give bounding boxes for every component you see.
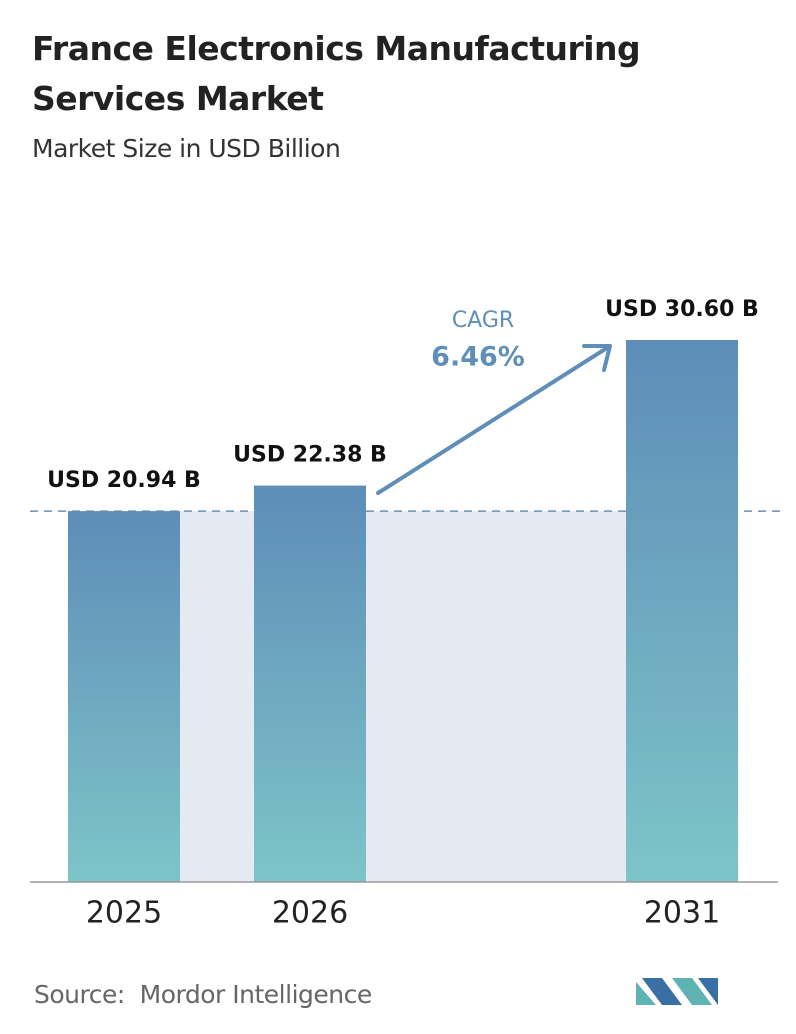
source: Source: Mordor Intelligence [34,980,372,1009]
cagr-arrow [376,344,612,495]
x-tick-label: 2025 [86,896,162,931]
x-tick-label: 2031 [644,896,720,931]
cagr-value: 6.46% [431,342,525,373]
chart-title: France Electronics Manufacturing Service… [32,29,641,118]
chart-subtitle: Market Size in USD Billion [32,134,341,163]
bar [626,340,738,882]
logo [636,978,718,1005]
x-tick-label: 2026 [272,896,348,931]
value-label: USD 30.60 B [605,297,759,322]
bar [68,511,180,882]
cagr-label: CAGR [452,308,514,333]
bar [254,485,366,882]
value-label: USD 22.38 B [233,443,387,468]
reference-band [180,511,626,882]
value-label: USD 20.94 B [47,468,201,493]
